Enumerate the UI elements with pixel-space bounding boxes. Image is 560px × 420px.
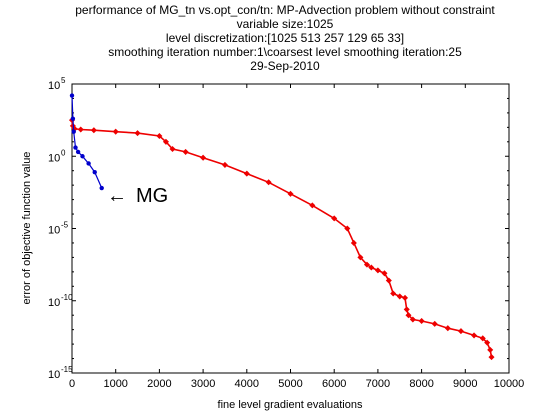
title-line-3: level discretization:[1025 513 257 129 6…: [166, 31, 404, 45]
series-layer: [68, 93, 495, 361]
data-point: [70, 116, 76, 121]
data-point: [287, 190, 294, 197]
data-point: [309, 202, 316, 209]
data-point: [396, 293, 403, 300]
data-point: [357, 254, 364, 261]
x-tick-label: 3000: [191, 378, 215, 390]
data-point: [381, 270, 388, 277]
x-tick-label: 6000: [322, 378, 346, 390]
data-point: [243, 170, 250, 177]
data-point: [479, 335, 486, 342]
y-tick-label-base: 10: [48, 80, 60, 92]
data-point: [80, 154, 85, 159]
title-line-4: smoothing iteration number:1\coarsest le…: [108, 45, 462, 59]
plot-area: [71, 83, 510, 374]
x-tick-label: 10000: [494, 378, 525, 390]
x-tick-label: 7000: [366, 378, 390, 390]
data-point: [363, 261, 370, 268]
y-tick-label-exponent: -10: [61, 293, 73, 302]
data-point: [331, 215, 338, 222]
data-point: [92, 169, 97, 175]
data-point: [368, 264, 375, 271]
data-point: [73, 145, 78, 150]
data-point: [162, 138, 169, 145]
data-point: [77, 126, 84, 133]
data-point: [431, 320, 438, 327]
y-tick-label-exponent: 5: [61, 76, 66, 85]
x-axis-label: fine level gradient evaluations: [218, 399, 363, 411]
data-point: [444, 325, 451, 332]
y-tick-label-base: 10: [48, 297, 60, 309]
data-point: [156, 132, 163, 140]
x-tick-label: 4000: [235, 378, 259, 390]
data-point: [86, 161, 91, 166]
x-tick-label: 5000: [278, 378, 302, 390]
data-point: [385, 277, 392, 284]
title-line-2: variable size:1025: [237, 17, 334, 31]
chart-title: performance of MG_tn vs.opt_con/tn: MP-A…: [75, 3, 495, 73]
y-tick-label-exponent: -5: [61, 221, 69, 230]
data-point: [99, 185, 104, 191]
series-1: [69, 93, 104, 191]
data-point: [350, 239, 357, 246]
y-tick-label-base: 10: [48, 369, 60, 381]
data-point: [405, 312, 412, 319]
data-point: [221, 161, 228, 168]
data-point: [390, 290, 397, 297]
y-tick-label-base: 10: [48, 225, 60, 237]
annotation-arrow: ←: [107, 185, 127, 207]
data-point: [75, 149, 81, 155]
x-tick-label: 8000: [409, 378, 433, 390]
data-point: [488, 354, 495, 361]
data-point: [71, 129, 76, 134]
x-tick-label: 2000: [147, 378, 171, 390]
data-point: [169, 146, 176, 153]
y-tick-label-exponent: 0: [61, 148, 66, 157]
data-point: [134, 130, 141, 137]
data-point: [112, 128, 119, 135]
data-point: [69, 93, 75, 98]
data-point: [90, 127, 97, 134]
data-point: [374, 267, 381, 274]
x-tick-label: 9000: [453, 378, 477, 390]
title-line-1: performance of MG_tn vs.opt_con/tn: MP-A…: [75, 3, 495, 17]
data-point: [344, 225, 351, 232]
x-axis-ticks: 0 1000 2000 3000 4000 5000 6000 7000 8000 9000 100…: [69, 84, 524, 390]
data-point: [200, 154, 207, 161]
data-point: [403, 306, 410, 313]
series-2: [68, 117, 495, 361]
title-line-5: 29-Sep-2010: [250, 59, 320, 73]
data-point: [457, 328, 464, 335]
x-tick-label: 0: [69, 378, 75, 390]
data-point: [471, 332, 478, 339]
data-point: [487, 346, 494, 353]
y-axis-label: error of objective function value: [21, 152, 33, 305]
y-tick-label-base: 10: [48, 152, 60, 164]
x-tick-label: 1000: [103, 378, 127, 390]
data-point: [409, 316, 416, 323]
data-point: [401, 294, 409, 301]
y-tick-label-exponent: -15: [61, 365, 73, 374]
annotation-label: MG: [136, 185, 168, 207]
data-point: [418, 317, 425, 325]
data-point: [265, 179, 272, 186]
data-point: [484, 339, 491, 346]
data-point: [182, 148, 189, 155]
mg-annotation: ← MG: [107, 185, 168, 207]
